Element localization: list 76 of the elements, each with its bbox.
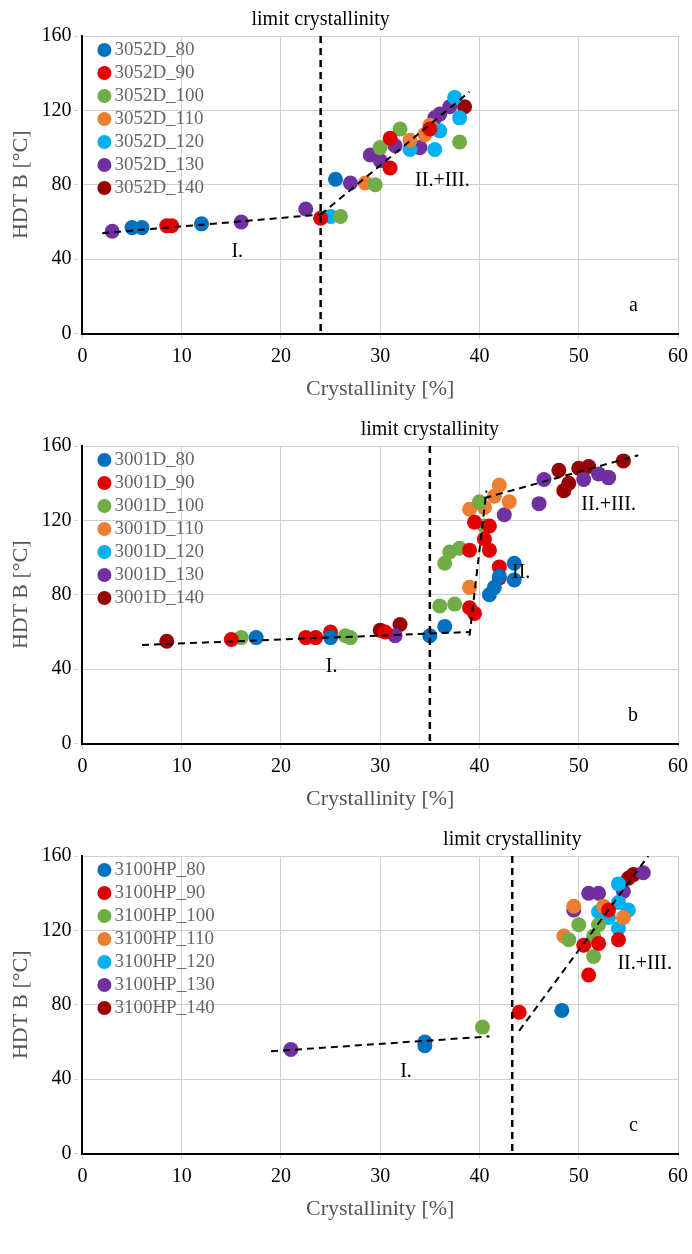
x-tick-label: 10 [171, 343, 192, 366]
x-tick-label: 20 [270, 753, 291, 776]
y-axis-title: HDT B [°C] [6, 130, 32, 240]
legend-label: 3100HP_100 [114, 903, 215, 925]
y-tick-label: 40 [51, 246, 72, 269]
legend-label: 3001D_120 [114, 539, 205, 561]
x-axis-title: Crystallinity [%] [305, 784, 455, 810]
legend-label: 3001D_80 [114, 447, 195, 469]
x-tick-label: 0 [77, 1163, 88, 1186]
x-tick-label: 50 [568, 343, 589, 366]
annotation: II.+III. [581, 491, 636, 514]
y-tick-label: 0 [61, 1140, 72, 1163]
y-tick-label: 160 [41, 23, 72, 46]
x-tick-label: 10 [171, 1163, 192, 1186]
legend-label: 3052D_80 [114, 37, 195, 59]
y-tick-label: 40 [51, 1066, 72, 1089]
x-tick-label: 40 [469, 753, 490, 776]
y-tick-label: 120 [41, 917, 72, 940]
x-tick-label: 30 [370, 1163, 391, 1186]
legend-label: 3001D_110 [114, 516, 204, 538]
y-tick-label: 80 [51, 582, 72, 605]
x-tick-label: 40 [469, 343, 490, 366]
x-axis-title: Crystallinity [%] [305, 374, 455, 400]
legend-label: 3001D_130 [114, 562, 205, 584]
y-tick-label: 80 [51, 172, 72, 195]
legend-label: 3100HP_80 [114, 857, 206, 879]
y-tick-label: 80 [51, 992, 72, 1015]
legend-label: 3052D_130 [114, 152, 205, 174]
y-tick-label: 160 [41, 843, 72, 866]
legend-label: 3052D_120 [114, 129, 205, 151]
x-tick-label: 30 [370, 753, 391, 776]
legend-label: 3100HP_130 [114, 972, 215, 994]
ref-line-label: limit crystallinity [251, 7, 390, 31]
annotation: b [628, 702, 638, 725]
x-tick-label: 20 [270, 343, 291, 366]
annotation: II.+III. [617, 950, 673, 973]
annotation: I. [231, 239, 244, 262]
x-tick-label: 40 [469, 1163, 490, 1186]
x-tick-label: 60 [668, 343, 688, 366]
y-tick-label: 40 [51, 656, 72, 679]
legend-label: 3052D_90 [114, 60, 195, 82]
ref-line-label: limit crystallinity [443, 827, 582, 851]
legend-label: 3001D_140 [114, 585, 205, 607]
legend-label: 3052D_100 [114, 83, 205, 105]
legend-label: 3100HP_120 [114, 949, 215, 971]
legend-label: 3052D_140 [114, 175, 205, 197]
legend-label: 3001D_100 [114, 493, 205, 515]
ref-line-label: limit crystallinity [360, 417, 499, 441]
y-tick-label: 120 [41, 507, 72, 530]
legend-label: 3052D_110 [114, 106, 204, 128]
y-axis-title: HDT B [°C] [6, 950, 32, 1060]
legend-label: 3001D_90 [114, 470, 195, 492]
y-tick-label: 0 [61, 320, 72, 343]
x-tick-label: 0 [77, 343, 88, 366]
annotation: c [629, 1112, 639, 1135]
legend-label: 3100HP_110 [114, 926, 214, 948]
annotation: I. [400, 1059, 412, 1082]
x-tick-label: 20 [270, 1163, 291, 1186]
x-axis-title: Crystallinity [%] [305, 1194, 455, 1220]
annotation: II. [511, 560, 531, 583]
x-tick-label: 30 [370, 343, 391, 366]
legend-label: 3100HP_90 [114, 880, 206, 902]
y-tick-label: 120 [41, 97, 72, 120]
annotation: II.+III. [415, 168, 470, 191]
y-tick-label: 160 [41, 433, 72, 456]
legend-label: 3100HP_140 [114, 995, 215, 1017]
x-tick-label: 60 [668, 753, 688, 776]
x-tick-label: 60 [668, 1163, 688, 1186]
x-tick-label: 0 [77, 753, 88, 776]
x-tick-label: 50 [568, 1163, 589, 1186]
annotation: a [629, 292, 639, 315]
x-tick-label: 10 [171, 753, 192, 776]
x-tick-label: 50 [568, 753, 589, 776]
y-axis-title: HDT B [°C] [6, 540, 32, 650]
annotation: I. [325, 653, 338, 676]
y-tick-label: 0 [61, 730, 72, 753]
